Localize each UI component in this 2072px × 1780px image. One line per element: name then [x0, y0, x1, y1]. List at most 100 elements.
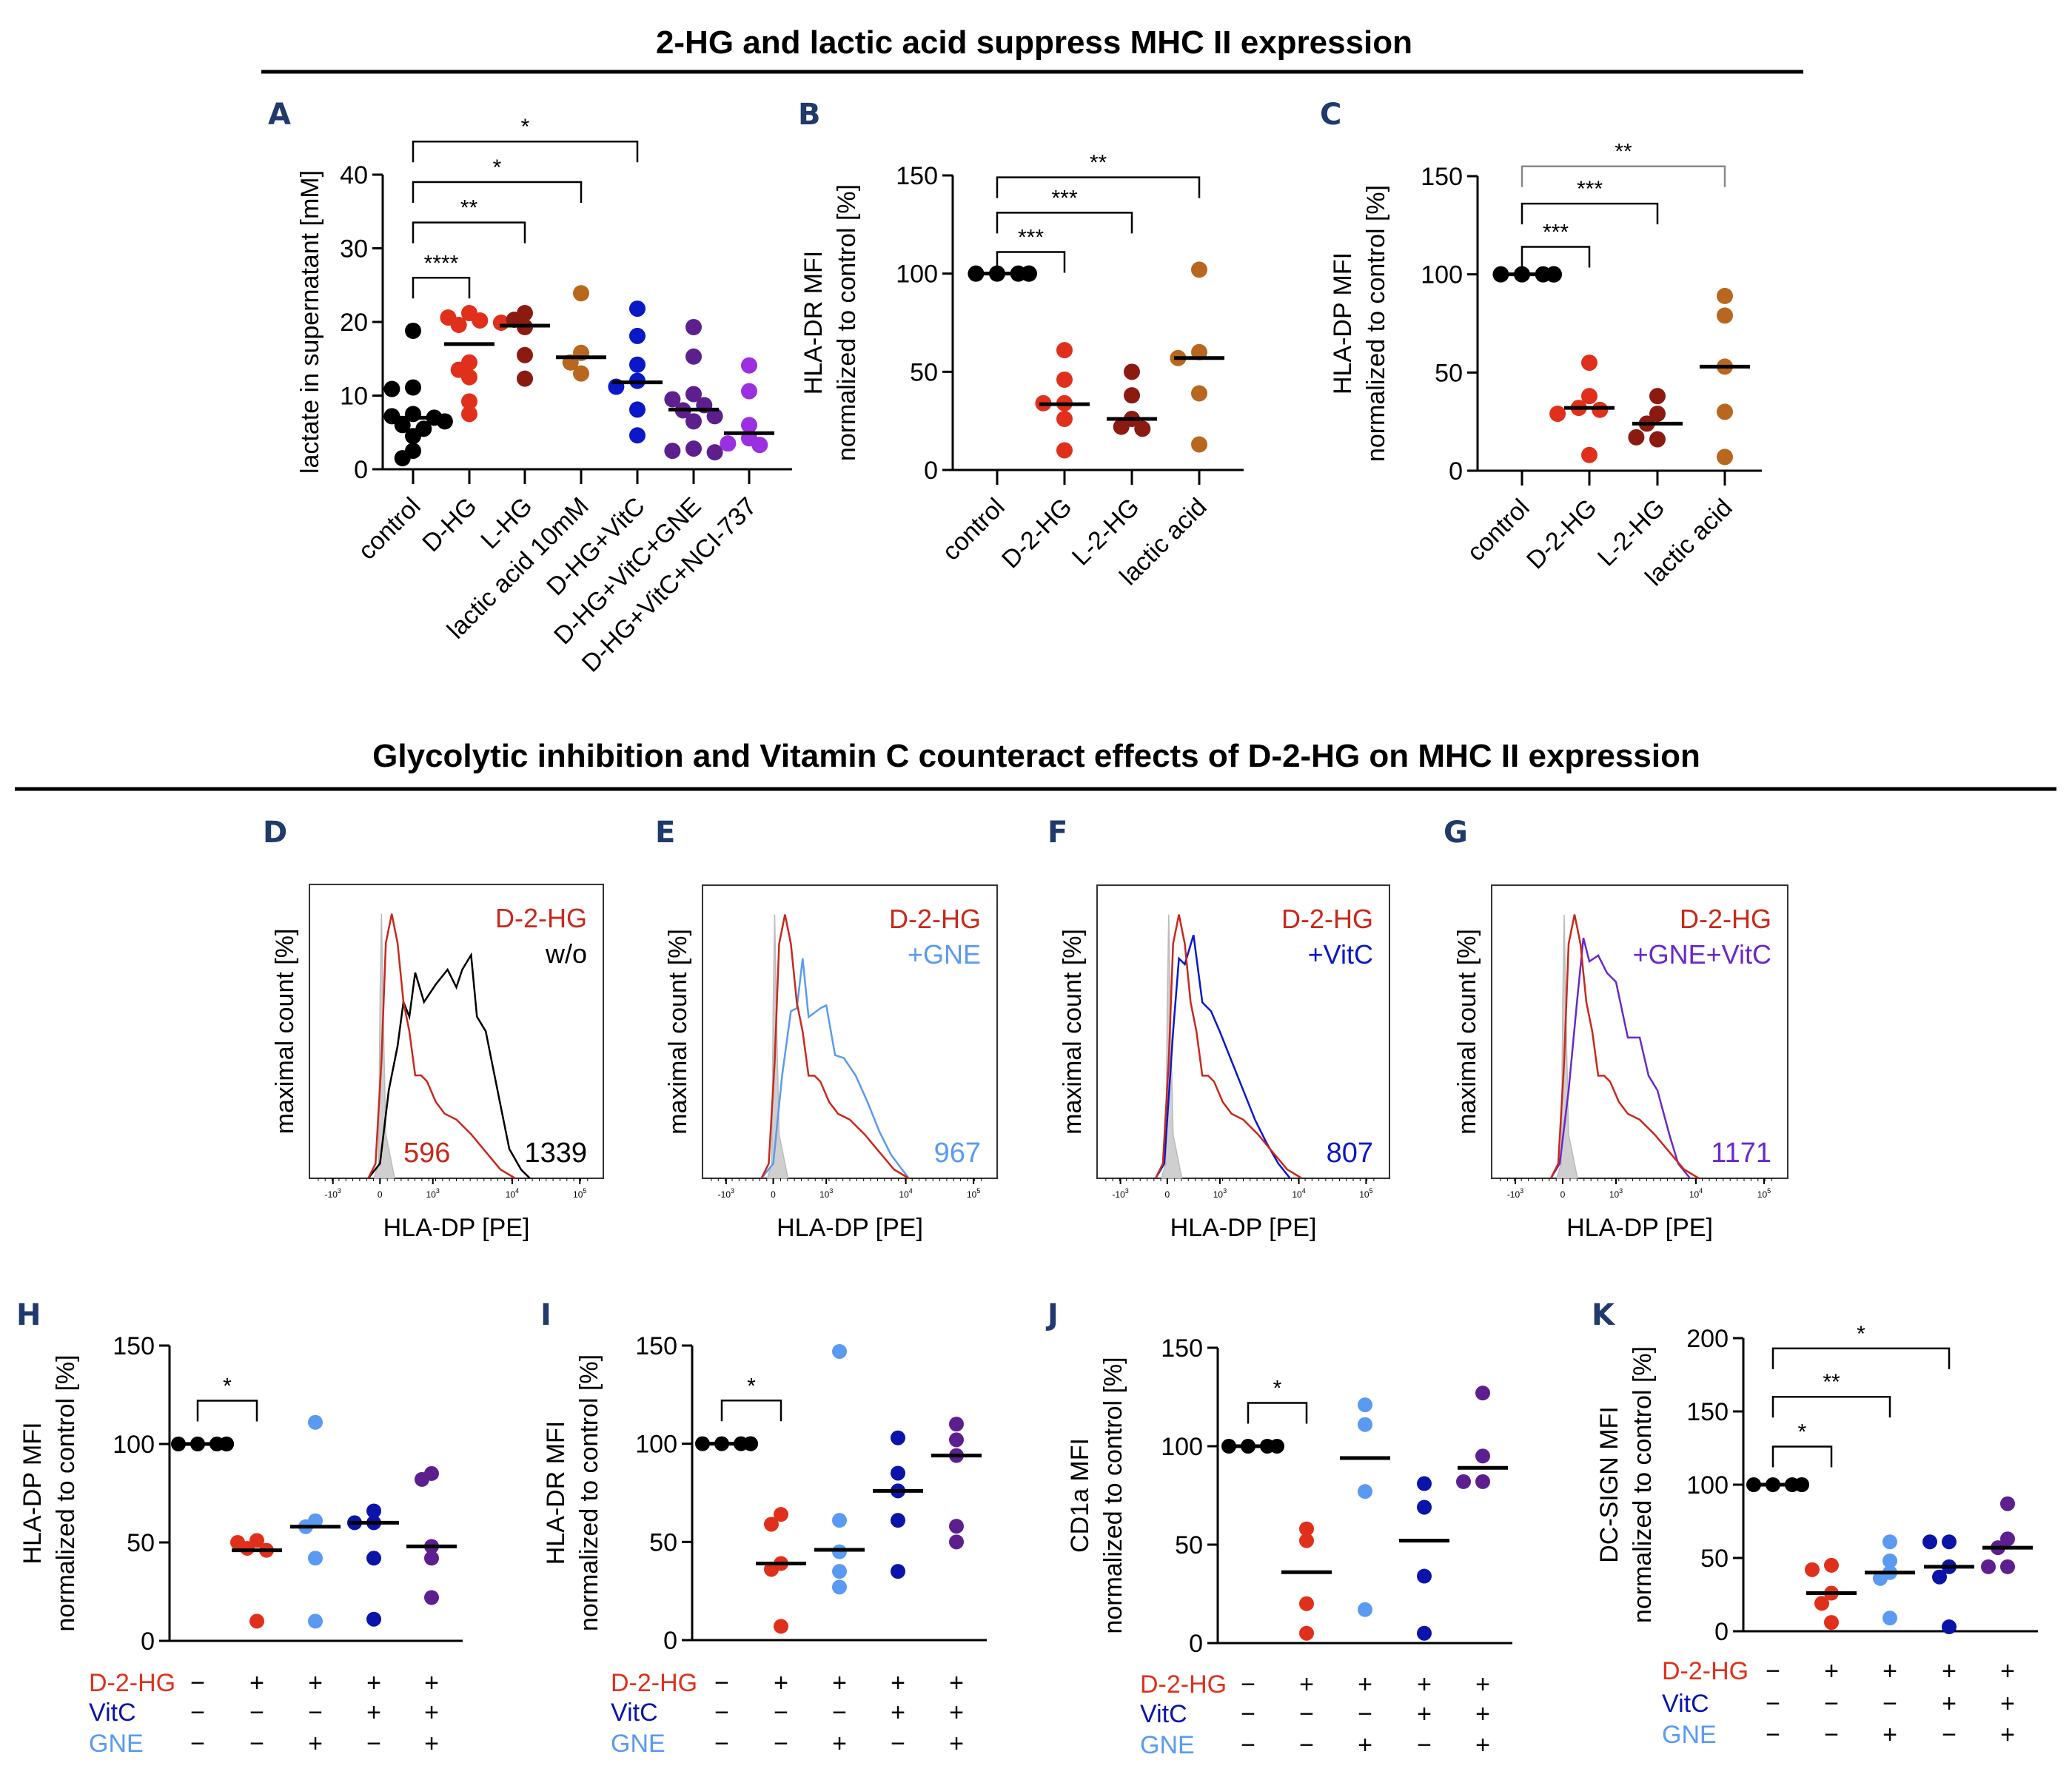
condition-symbol: − — [891, 1730, 905, 1758]
data-point — [1922, 1534, 1937, 1550]
condition-symbol: + — [1942, 1690, 1957, 1718]
condition-symbol: + — [1882, 1657, 1897, 1685]
data-point — [1932, 1569, 1947, 1585]
panel-letter: K — [1592, 1298, 1616, 1332]
x-tick-label: 0 — [771, 1189, 776, 1200]
condition-symbol: + — [1942, 1657, 1957, 1685]
data-point — [1592, 401, 1609, 418]
data-point — [741, 383, 757, 400]
condition-symbol: + — [1299, 1670, 1314, 1699]
data-point — [219, 1437, 234, 1451]
significance-label: *** — [1018, 225, 1044, 249]
y-axis-label: HLA-DP MFI — [19, 1422, 47, 1564]
y-axis-label: lactate in supernatant [mM] — [296, 170, 324, 474]
condition-symbol: − — [1824, 1721, 1839, 1749]
y-tick-label: 50 — [910, 358, 938, 386]
data-point — [1581, 446, 1597, 463]
series-control — [383, 322, 453, 467]
data-point — [517, 346, 533, 363]
data-point — [1358, 1484, 1372, 1499]
data-point — [1124, 363, 1140, 380]
y-tick-label: 150 — [1686, 1398, 1729, 1426]
data-point — [1717, 449, 1733, 466]
panel-c: C 0 50 100 150 HLA-DP MFI normalized to contro… — [1320, 98, 1762, 591]
data-point — [472, 312, 489, 329]
data-point — [685, 318, 702, 335]
legend-entry: +GNE — [908, 939, 981, 970]
x-tick-label: 105 — [573, 1187, 586, 1200]
data-point — [629, 427, 646, 444]
data-point — [450, 316, 467, 333]
data-point — [383, 380, 400, 397]
data-point — [249, 1613, 264, 1629]
series-lactic-acid — [1170, 261, 1224, 453]
series-l-2-hg — [1628, 388, 1683, 448]
y-axis-label: HLA-DR MFI — [542, 1421, 570, 1565]
x-axis-label: HLA-DP [PE] — [383, 1214, 530, 1242]
condition-symbol: − — [190, 1669, 205, 1697]
series-control — [1221, 1439, 1284, 1454]
panel-letter: F — [1047, 816, 1067, 850]
data-point — [1475, 1448, 1490, 1464]
series-l-hg — [500, 305, 550, 387]
series-d-2-hg — [756, 1507, 806, 1634]
series-control — [695, 1436, 758, 1451]
condition-symbol: − — [1882, 1690, 1897, 1718]
data-point — [2000, 1559, 2015, 1574]
condition-symbol: + — [1358, 1670, 1372, 1699]
condition-label-vitc: VitC — [89, 1699, 136, 1727]
y-tick-label: 150 — [896, 162, 938, 190]
data-point — [424, 1551, 439, 1566]
y-tick-label: 50 — [1435, 359, 1463, 387]
significance-bracket: ** — [412, 196, 526, 244]
comparison-histogram — [1154, 934, 1291, 1179]
y-tick-label: 10 — [340, 383, 368, 411]
condition-symbol: + — [308, 1669, 323, 1697]
series-d-hg-vitc — [608, 300, 663, 444]
data-point — [891, 1564, 905, 1579]
panel-letter: D — [263, 816, 287, 850]
data-point — [1134, 420, 1151, 437]
x-tick-label: 104 — [1292, 1187, 1305, 1200]
significance-label: ** — [460, 196, 478, 221]
condition-symbol: − — [1766, 1721, 1780, 1749]
data-point — [415, 1471, 429, 1487]
data-point — [1981, 1559, 1996, 1574]
x-tick-exponent: 3 — [731, 1187, 734, 1195]
x-tick-exponent: 3 — [1125, 1187, 1129, 1195]
condition-symbol: − — [1417, 1731, 1432, 1759]
legend-entry: D-2-HG — [1281, 904, 1373, 934]
panel-letter: I — [540, 1298, 551, 1332]
data-point — [1456, 1474, 1471, 1489]
y-tick-label: 100 — [635, 1431, 677, 1459]
data-point — [764, 1517, 779, 1532]
data-point — [743, 1436, 758, 1451]
legend-entry: +GNE+VitC — [1633, 939, 1771, 970]
series-d-2-hg-vitc — [347, 1503, 399, 1627]
bracket-line — [1247, 1402, 1308, 1424]
series-control — [1492, 266, 1562, 283]
x-tick-label: 0 — [1560, 1189, 1566, 1200]
d-2-hg-histogram — [1549, 914, 1700, 1180]
y-axis-label: HLA-DP MFI — [1329, 252, 1357, 394]
data-point — [394, 417, 411, 434]
data-point — [629, 300, 646, 318]
data-point — [706, 444, 723, 461]
condition-symbol: + — [832, 1669, 847, 1697]
section-title-top: 2-HG and lactic acid suppress MHC II exp… — [656, 24, 1412, 61]
condition-symbol: + — [424, 1699, 439, 1727]
data-point — [664, 391, 681, 408]
data-point — [405, 379, 421, 396]
data-point — [1824, 1557, 1839, 1573]
data-point — [1814, 1596, 1829, 1611]
x-tick-label: 105 — [1359, 1187, 1372, 1200]
condition-label-d-2-hg: D-2-HG — [89, 1669, 175, 1697]
x-tick-label: -103 — [718, 1187, 734, 1200]
data-point — [1581, 355, 1597, 372]
series-d-2-hg — [1281, 1521, 1332, 1641]
condition-label-vitc: VitC — [611, 1699, 658, 1727]
x-axis-label: HLA-DP [PE] — [1170, 1214, 1317, 1242]
data-point — [436, 413, 453, 430]
histogram-frame — [309, 884, 604, 1179]
data-point — [1882, 1611, 1897, 1626]
